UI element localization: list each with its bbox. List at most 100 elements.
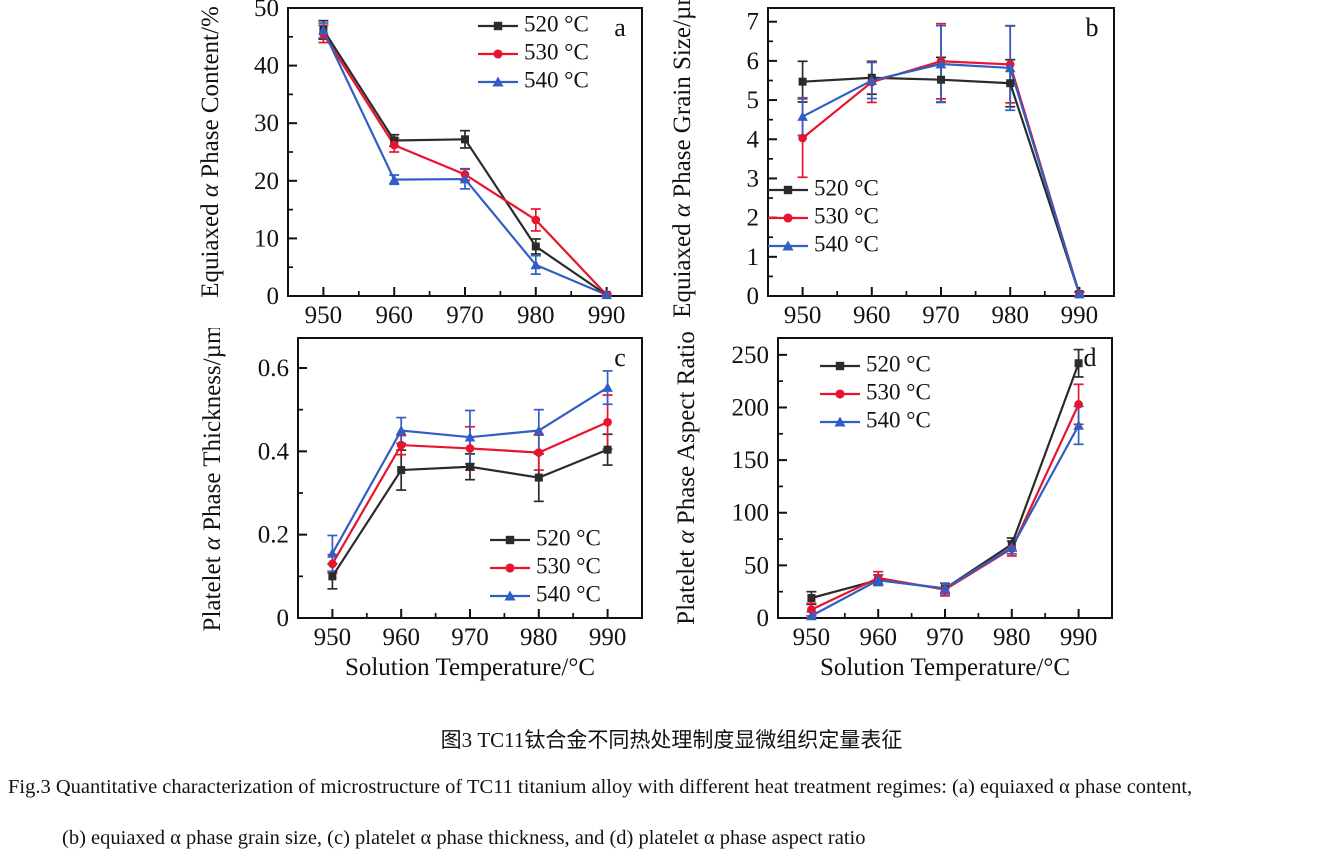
y-tick-label: 200	[732, 394, 770, 421]
legend-label: 520 °C	[524, 11, 589, 36]
plot-frame	[286, 6, 644, 298]
legend-marker	[783, 213, 793, 223]
data-point-marker	[1074, 288, 1085, 299]
x-tick-label: 980	[991, 302, 1028, 329]
chart-panel-a: 0 10 20 30 40 50 950 960 970 980 990 Equiaxed α Pha…	[197, 0, 644, 329]
legend-marker	[783, 185, 793, 195]
data-point-marker	[465, 444, 475, 453]
data-point-marker	[461, 135, 469, 144]
data-point-marker	[389, 140, 399, 150]
y-tick-label: 10	[254, 225, 279, 252]
series-line	[810, 403, 1080, 611]
x-tick-label: 960	[375, 302, 413, 329]
figure-caption: 图3 TC11钛合金不同热处理制度显微组织定量表征 Fig.3 Quantita…	[0, 700, 1343, 849]
legend-label: 530 °C	[814, 203, 879, 228]
legend-marker	[835, 361, 845, 371]
legend-label: 540 °C	[524, 67, 589, 92]
data-point-marker	[396, 440, 406, 450]
legend-marker	[505, 535, 515, 545]
y-tick-label: 50	[254, 0, 279, 22]
data-point-marker	[328, 572, 337, 581]
data-point-marker	[459, 173, 471, 184]
caption-english-line2-text: (b) equiaxed α phase grain size, (c) pla…	[62, 827, 866, 850]
data-point-marker	[1004, 62, 1016, 73]
y-axis-title: Equiaxed α Phase Content/%	[197, 6, 224, 298]
x-tick-label: 990	[1061, 302, 1099, 329]
chart-panel-c: 0 0.2 0.4 0.6 950 960 970 980 990 Platelet α Phas…	[199, 328, 644, 681]
data-point-marker	[466, 462, 474, 471]
data-point-marker	[395, 425, 407, 435]
x-tick-label: 960	[382, 624, 420, 651]
caption-english-line1-text: Fig.3 Quantitative characterization of m…	[8, 776, 1193, 798]
legend-label: 530 °C	[866, 379, 931, 404]
panel-letter: d	[1084, 343, 1097, 372]
data-point-marker	[806, 610, 817, 621]
data-point-marker	[798, 77, 807, 86]
data-point-marker	[534, 448, 544, 457]
data-point-marker	[1074, 399, 1083, 409]
caption-english-line1: Fig.3 Quantitative characterization of m…	[0, 770, 1343, 805]
x-tick-label: 950	[793, 624, 831, 651]
legend-label: 540 °C	[866, 407, 931, 432]
data-point-marker	[531, 242, 540, 251]
y-axis-title: Platelet α Phase Thickness/µm	[199, 328, 226, 631]
data-point-marker	[807, 594, 816, 602]
y-tick-label: 100	[732, 500, 770, 527]
data-point-marker	[798, 133, 807, 143]
data-point-marker	[318, 25, 329, 35]
y-tick-label: 20	[254, 168, 279, 195]
series-line	[811, 362, 1080, 600]
data-point-marker	[530, 259, 542, 270]
series-530C	[806, 383, 1084, 617]
x-tick-label: 990	[1060, 624, 1098, 651]
y-tick-label: 0	[277, 605, 290, 632]
data-point-marker	[866, 75, 878, 85]
x-tick-label: 990	[589, 624, 627, 651]
y-tick-label: 40	[254, 53, 279, 80]
legend-label: 530 °C	[536, 553, 601, 578]
data-point-marker	[939, 583, 951, 593]
data-point-marker	[1006, 79, 1015, 88]
data-point-marker	[397, 466, 406, 475]
legend-label: 540 °C	[536, 581, 601, 606]
y-tick-label: 150	[732, 447, 770, 474]
plot-frame	[776, 336, 1114, 620]
data-point-marker	[872, 574, 884, 585]
y-tick-label: 4	[747, 126, 760, 153]
y-tick-label: 250	[732, 342, 770, 369]
panel-letter: b	[1086, 13, 1099, 42]
legend-label: 520 °C	[536, 525, 601, 550]
data-point-marker	[1073, 420, 1084, 430]
x-tick-label: 970	[926, 624, 964, 651]
legend-label: 520 °C	[814, 175, 879, 200]
data-point-marker	[1074, 359, 1083, 368]
figure-panels: 0 10 20 30 40 50 950 960 970 980 990 Equiaxed α Pha…	[197, 0, 1116, 681]
legend-marker	[782, 240, 794, 251]
legend-label: 540 °C	[814, 231, 879, 256]
x-tick-label: 950	[314, 624, 352, 651]
y-tick-label: 5	[747, 87, 760, 114]
y-tick-label: 0	[757, 605, 770, 632]
legend-marker	[834, 416, 846, 427]
x-axis-title: Solution Temperature/°C	[345, 654, 595, 681]
chart-panel-b: 0 1 2 3 4 5 6 7 950 960 970 980 990 Equiaxed α Phase …	[669, 0, 1116, 329]
y-tick-label: 0.6	[258, 355, 289, 382]
legend-marker	[493, 21, 503, 31]
x-tick-label: 950	[305, 302, 343, 329]
panel-letter: c	[614, 343, 626, 372]
y-tick-label: 0	[747, 283, 760, 310]
x-tick-label: 980	[520, 624, 558, 651]
legend-marker	[492, 76, 504, 87]
panel-letter: a	[614, 13, 626, 42]
x-tick-label: 980	[517, 302, 555, 329]
x-tick-label: 960	[859, 624, 897, 651]
legend-marker	[835, 389, 845, 399]
legend-label: 520 °C	[866, 351, 931, 376]
x-axis-title: Solution Temperature/°C	[820, 654, 1070, 681]
y-axis-title: Platelet α Phase Aspect Ratio	[673, 331, 700, 625]
y-axis-title: Equiaxed α Phase Grain Size/µm	[669, 0, 696, 318]
data-point-marker	[534, 473, 543, 482]
data-point-marker	[464, 431, 476, 442]
legend-marker	[504, 590, 516, 601]
series-520C	[806, 348, 1084, 606]
